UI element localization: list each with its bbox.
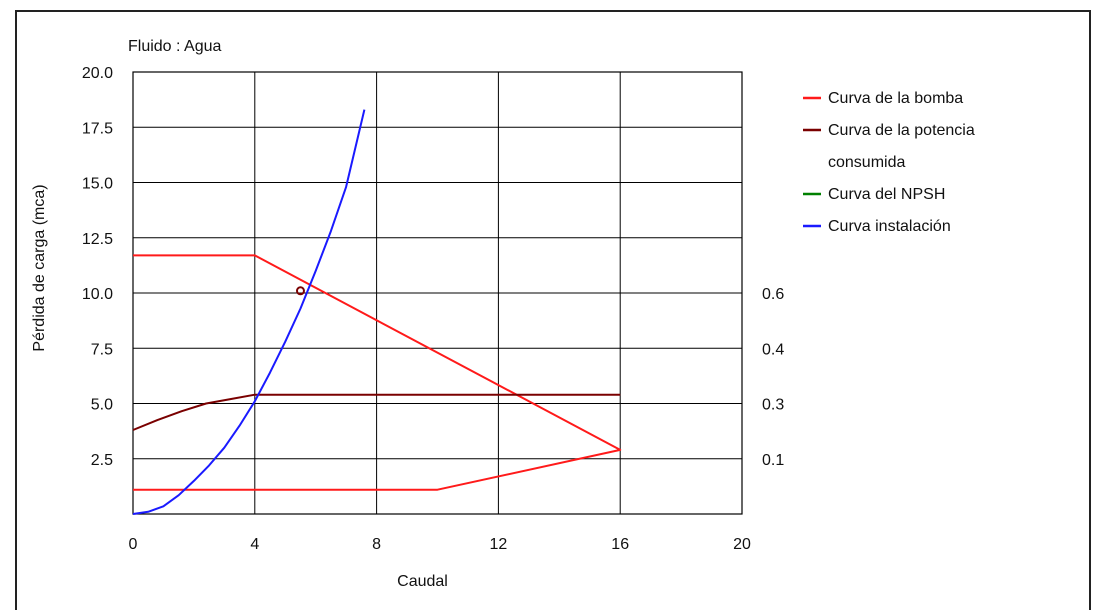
series-line-curva-instalacion bbox=[132, 109, 366, 515]
x-tick-label: 20 bbox=[733, 536, 751, 553]
x-tick-labels: 0 4 8 12 16 20 bbox=[129, 536, 751, 553]
y-axis-label: Pérdida de carga (mca) bbox=[31, 184, 48, 351]
y-tick-label: 10.0 bbox=[82, 286, 113, 303]
chart-frame bbox=[15, 10, 1091, 610]
x-tick-label: 16 bbox=[611, 536, 629, 553]
y2-tick-label: 0.4 bbox=[762, 341, 784, 358]
x-tick-label: 8 bbox=[372, 536, 381, 553]
chart-title: Fluido : Agua bbox=[128, 38, 222, 55]
y2-tick-label: 0.1 bbox=[762, 452, 784, 469]
operating-point-marker bbox=[295, 286, 305, 296]
series-line-curva-de-la-bomba bbox=[133, 254, 622, 491]
y-tick-label: 17.5 bbox=[82, 120, 113, 137]
y2-tick-label: 0.6 bbox=[762, 286, 784, 303]
legend-item: Curva de la potencia consumida bbox=[803, 122, 975, 171]
series-line-curva-de-la-potencia-consumida bbox=[132, 393, 621, 431]
y-tick-label: 2.5 bbox=[91, 452, 113, 469]
y-tick-label: 7.5 bbox=[91, 341, 113, 358]
legend-label: Curva del NPSH bbox=[828, 186, 945, 203]
y-tick-labels: 2.5 5.0 7.5 10.0 12.5 15.0 17.5 20.0 bbox=[82, 65, 113, 469]
x-tick-label: 12 bbox=[490, 536, 508, 553]
y2-tick-label: 0.3 bbox=[762, 397, 784, 414]
legend-label: Curva de la potencia consumida bbox=[828, 122, 975, 171]
x-tick-label: 0 bbox=[129, 536, 138, 553]
legend: Curva de la bomba Curva de la potencia con… bbox=[803, 90, 975, 235]
legend-item: Curva de la bomba bbox=[803, 90, 963, 107]
x-axis-label: Caudal bbox=[397, 573, 448, 590]
y-tick-label: 15.0 bbox=[82, 176, 113, 193]
legend-item: Curva del NPSH bbox=[803, 186, 945, 203]
series-layer bbox=[132, 109, 622, 515]
legend-label: Curva de la bomba bbox=[828, 90, 963, 107]
legend-label: Curva instalación bbox=[828, 218, 951, 235]
y-tick-label: 12.5 bbox=[82, 231, 113, 248]
y-tick-label: 5.0 bbox=[91, 397, 113, 414]
legend-item: Curva instalación bbox=[803, 218, 951, 235]
x-tick-label: 4 bbox=[250, 536, 259, 553]
grid-lines bbox=[133, 72, 742, 514]
y-tick-label: 20.0 bbox=[82, 65, 113, 82]
y2-tick-labels: 0.1 0.3 0.4 0.6 bbox=[762, 286, 784, 469]
